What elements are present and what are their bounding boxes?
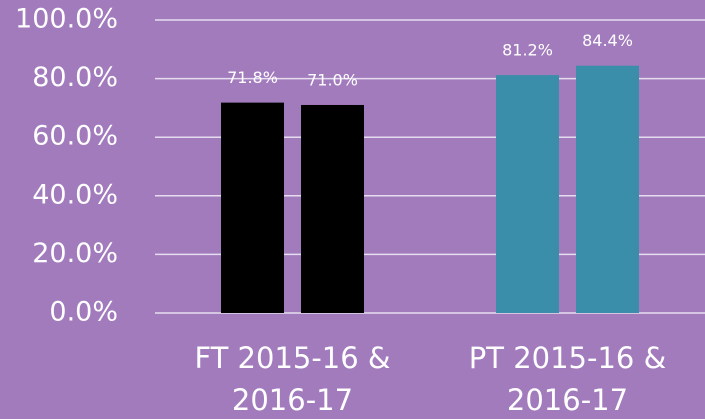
x-tick-label: FT 2015-16 & 2016-17 <box>194 341 391 417</box>
bar <box>496 75 559 313</box>
y-tick-label: 0.0% <box>49 297 118 328</box>
bar <box>576 65 639 313</box>
y-tick-label: 100.0% <box>15 4 118 35</box>
bar <box>221 102 284 313</box>
data-label: 84.4% <box>582 31 633 50</box>
data-label: 71.8% <box>227 68 278 87</box>
y-tick-label: 80.0% <box>32 62 118 93</box>
data-label: 81.2% <box>502 41 553 60</box>
y-tick-label: 40.0% <box>32 179 118 210</box>
y-tick-label: 60.0% <box>32 121 118 152</box>
y-tick-label: 20.0% <box>32 238 118 269</box>
data-label: 71.0% <box>307 70 358 89</box>
bar <box>301 104 364 313</box>
x-tick-label: PT 2015-16 & 2016-17 <box>468 341 667 417</box>
